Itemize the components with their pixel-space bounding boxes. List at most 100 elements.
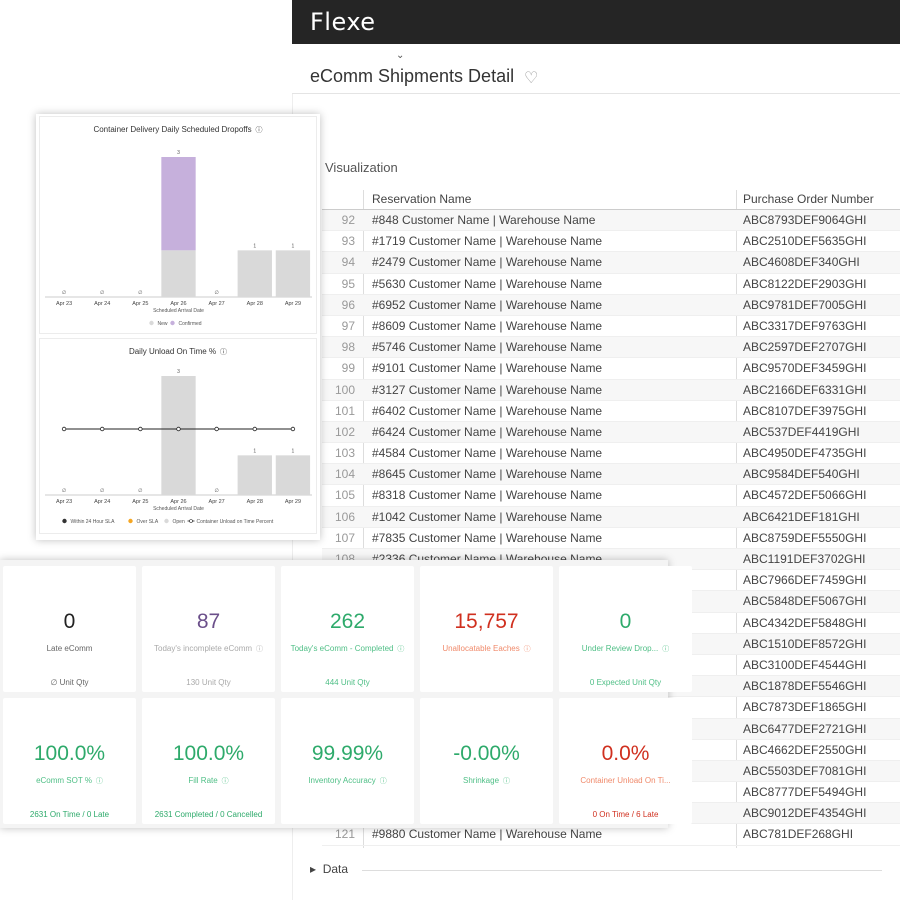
row-number: 105 [334, 488, 355, 503]
table-row[interactable]: 94 #2479 Customer Name | Warehouse Name AB… [322, 252, 900, 274]
kpi-card[interactable]: 0 Under Review Drop... ⓘ 0 Expected Unit Q… [559, 566, 692, 692]
info-icon[interactable]: ⓘ [395, 646, 405, 653]
row-number: 97 [341, 318, 355, 333]
legend-label: Over SLA [137, 519, 159, 525]
visualization-section-label[interactable]: Visualization [325, 160, 398, 175]
kpi-label-text: Container Unload On Ti... [580, 776, 671, 785]
legend-label: Container Unload on Time Percent [197, 519, 274, 525]
table-row[interactable]: 107 #7835 Customer Name | Warehouse Name A… [322, 528, 900, 549]
kpi-subtext: ∅ Unit Qty [50, 678, 89, 687]
row-number: 103 [334, 446, 355, 461]
legend-swatch [149, 320, 154, 326]
table-row[interactable]: 93 #1719 Customer Name | Warehouse Name AB… [322, 231, 900, 253]
data-label: 1 [253, 448, 256, 454]
purchase-order-cell: ABC8793DEF9064GHI [743, 213, 867, 227]
kpi-value: 262 [329, 610, 366, 633]
data-label: ∅ [100, 290, 104, 296]
info-icon[interactable]: ⓘ [218, 349, 228, 356]
kpi-card[interactable]: 0.0% Container Unload On Ti... 0 On Time /… [559, 698, 692, 824]
purchase-order-cell: ABC5503DEF7081GHI [743, 763, 867, 778]
heart-icon[interactable]: ♡ [524, 70, 539, 87]
column-header-purchase-order-number[interactable]: Purchase Order Number [743, 192, 874, 206]
reservation-name-cell: #8318 Customer Name | Warehouse Name [372, 488, 603, 503]
row-number: 121 [334, 827, 355, 842]
legend-swatch [62, 518, 67, 524]
kpi-label-text: Today's incomplete eComm [154, 644, 253, 653]
bar [275, 455, 311, 495]
row-number: 98 [341, 340, 355, 355]
kpi-value: 15,757 [454, 610, 519, 633]
flexe-logo[interactable]: Flexe [310, 8, 376, 36]
table-row[interactable]: 101 #6402 Customer Name | Warehouse Name A… [322, 401, 900, 422]
purchase-order-cell: ABC3317DEF9763GHI [743, 318, 867, 333]
legend-marker-icon [189, 519, 193, 523]
table-row[interactable]: 121 #9880 Customer Name | Warehouse Name A… [322, 824, 900, 846]
info-icon[interactable]: ⓘ [254, 646, 263, 653]
purchase-order-cell: ABC6421DEF181GHI [743, 509, 860, 524]
legend-swatch [170, 320, 175, 326]
table-row[interactable]: 103 #4584 Customer Name | Warehouse Name A… [322, 443, 900, 465]
kpi-card[interactable]: -0.00% Shrinkage ⓘ [420, 698, 553, 824]
kpi-value: 0 [619, 610, 632, 633]
table-row[interactable]: 96 #6952 Customer Name | Warehouse Name AB… [322, 294, 900, 316]
reservation-name-cell: #848 Customer Name | Warehouse Name [372, 213, 596, 227]
purchase-order-cell: ABC4950DEF4735GHI [743, 446, 867, 461]
reservation-name-cell: #6402 Customer Name | Warehouse Name [372, 403, 603, 418]
table-row[interactable]: 92 #848 Customer Name | Warehouse Name ABC… [322, 210, 900, 232]
table-row[interactable]: 102 #6424 Customer Name | Warehouse Name A… [322, 421, 900, 444]
chevron-down-icon[interactable]: ⌄ [396, 50, 405, 61]
purchase-order-cell: ABC4342DEF5848GHI [743, 615, 867, 630]
kpi-label: Today's eComm - Completed ⓘ [281, 644, 414, 654]
row-number: 102 [334, 424, 355, 439]
x-tick-label: Apr 23 [56, 499, 72, 505]
line-point [214, 426, 219, 432]
purchase-order-cell: ABC2597DEF2707GHI [743, 340, 867, 355]
table-row[interactable]: 97 #8609 Customer Name | Warehouse Name AB… [322, 316, 900, 338]
x-tick-label: Apr 25 [132, 499, 148, 505]
table-row[interactable]: 104 #8645 Customer Name | Warehouse Name A… [322, 464, 900, 486]
kpi-card[interactable]: 262 Today's eComm - Completed ⓘ 444 Unit Q… [281, 566, 414, 692]
info-icon[interactable]: ⓘ [377, 778, 387, 785]
line-point [100, 426, 105, 432]
x-axis-label: Scheduled Arrival Date [153, 308, 204, 314]
table-row[interactable]: 98 #5746 Customer Name | Warehouse Name AB… [322, 337, 900, 359]
chart-card-unload-on-time: ∅ Apr 23 ∅ Apr 24 ∅ Apr 25 3 Apr 26 ∅ Apr 27 1 Apr … [39, 338, 317, 534]
x-tick-label: Apr 28 [247, 499, 263, 505]
x-tick-label: Apr 23 [56, 301, 72, 307]
kpi-label: Shrinkage ⓘ [420, 776, 553, 786]
kpi-card[interactable]: 100.0% Fill Rate ⓘ 2631 Completed / 0 Canc… [142, 698, 275, 824]
info-icon[interactable]: ⓘ [660, 646, 670, 653]
table-row[interactable]: 95 #5630 Customer Name | Warehouse Name AB… [322, 274, 900, 295]
info-icon[interactable]: ⓘ [521, 646, 531, 653]
kpi-card[interactable]: 15,757 Unallocatable Eaches ⓘ [420, 566, 553, 692]
x-tick-label: Apr 27 [209, 499, 225, 505]
kpi-value: -0.00% [453, 742, 520, 765]
row-number: 106 [334, 509, 355, 524]
caret-right-icon: ▸ [310, 862, 317, 876]
data-label: ∅ [62, 488, 66, 494]
purchase-order-cell: ABC1878DEF5546GHI [743, 679, 867, 694]
kpi-card[interactable]: 99.99% Inventory Accuracy ⓘ [281, 698, 414, 824]
purchase-order-cell: ABC9781DEF7005GHI [743, 297, 867, 312]
table-row[interactable]: 105 #8318 Customer Name | Warehouse Name A… [322, 485, 900, 507]
row-number: 94 [341, 255, 355, 270]
column-header-reservation-name[interactable]: Reservation Name [372, 192, 472, 206]
data-label: ∅ [138, 488, 142, 494]
table-row[interactable]: 106 #1042 Customer Name | Warehouse Name A… [322, 506, 900, 528]
kpi-card[interactable]: 87 Today's incomplete eComm ⓘ 130 Unit Qty [142, 566, 275, 692]
kpi-card[interactable]: 100.0% eComm SOT % ⓘ 2631 On Time / 0 Late [3, 698, 136, 824]
table-row[interactable]: 99 #9101 Customer Name | Warehouse Name AB… [322, 358, 900, 380]
kpi-card[interactable]: 0 Late eComm ∅ Unit Qty [3, 566, 136, 692]
kpi-label-text: Shrinkage [463, 776, 500, 785]
info-icon[interactable]: ⓘ [93, 778, 103, 785]
reservation-name-cell: #8609 Customer Name | Warehouse Name [372, 318, 603, 333]
x-tick-label: Apr 25 [132, 301, 148, 307]
legend-label: Confirmed [179, 321, 202, 327]
info-icon[interactable]: ⓘ [501, 778, 510, 785]
kpi-label: Under Review Drop... ⓘ [559, 644, 692, 654]
row-number: 100 [334, 382, 355, 397]
info-icon[interactable]: ⓘ [253, 127, 263, 134]
data-section-toggle[interactable]: ▸ Data [310, 862, 348, 876]
table-row[interactable]: 100 #3127 Customer Name | Warehouse Name A… [322, 379, 900, 401]
info-icon[interactable]: ⓘ [219, 778, 229, 785]
